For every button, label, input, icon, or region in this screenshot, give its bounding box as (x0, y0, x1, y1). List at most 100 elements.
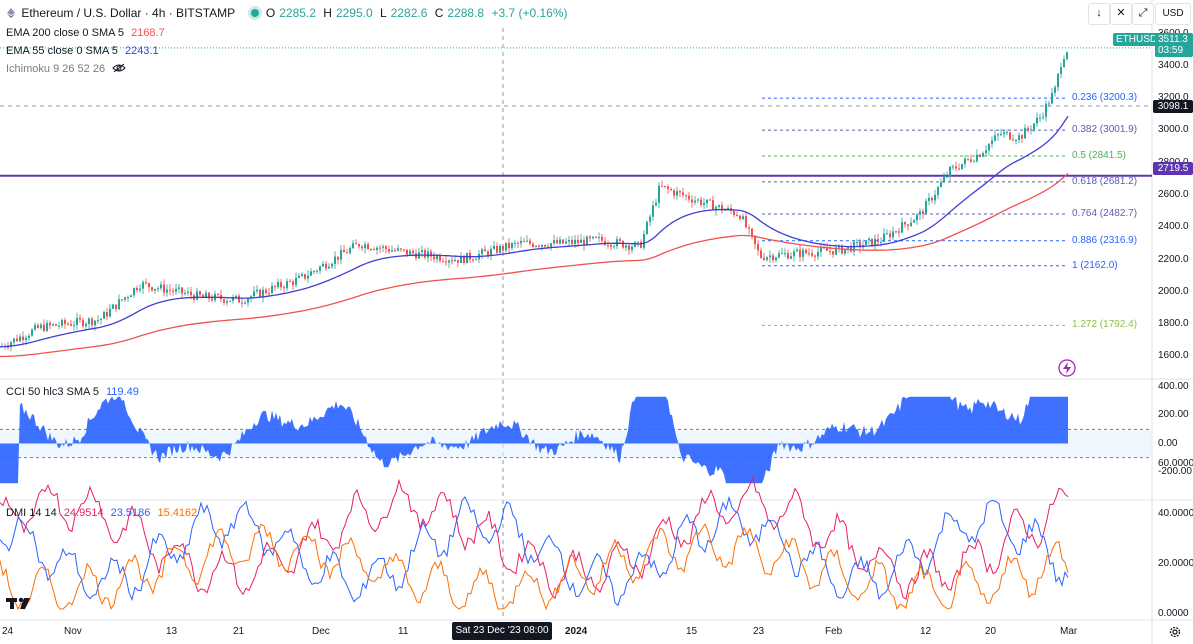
candle (112, 304, 114, 309)
candle (118, 299, 120, 310)
candle (367, 244, 369, 250)
candle (55, 324, 57, 326)
candle (661, 185, 663, 187)
dmi-plus-value: 24.9514 (63, 507, 104, 519)
candle (67, 324, 69, 326)
candle (925, 201, 927, 214)
candle (337, 256, 339, 260)
candle (127, 297, 129, 299)
candle (1015, 140, 1017, 142)
time-axis-label: 11 (398, 626, 409, 637)
candle (928, 197, 930, 202)
candle (109, 308, 111, 317)
dmi-legend[interactable]: DMI 14 14 24.9514 23.5186 15.4162 (6, 506, 201, 520)
candle (997, 134, 999, 136)
candle (577, 239, 579, 244)
ema200-legend[interactable]: EMA 200 close 0 SMA 5 2168.7 (6, 26, 169, 40)
candle (34, 325, 36, 330)
candle (847, 246, 849, 249)
candle (1057, 73, 1059, 88)
candle (970, 159, 972, 162)
candle (1042, 116, 1044, 118)
candle (796, 249, 798, 252)
candle (991, 140, 993, 145)
candle (28, 335, 30, 338)
candle (1030, 129, 1032, 131)
time-axis-label: Dec (312, 626, 330, 637)
candle (886, 233, 888, 235)
candle (763, 257, 765, 260)
time-axis-label: 12 (920, 626, 932, 637)
cci-legend[interactable]: CCI 50 hlc3 SMA 5 119.49 (6, 385, 143, 399)
candle (676, 191, 678, 196)
candle (70, 324, 72, 326)
candle (286, 281, 288, 289)
candle (58, 325, 60, 327)
lightning-icon[interactable] (1058, 359, 1076, 377)
candle (1039, 117, 1041, 119)
candle (508, 242, 510, 249)
candle (817, 251, 819, 257)
time-axis-label: Feb (825, 626, 843, 637)
candle (358, 244, 360, 247)
eye-hidden-icon[interactable] (112, 63, 126, 73)
candle (835, 247, 837, 255)
candle (298, 275, 300, 278)
fib-level-label: 0.5 (2841.5) (1072, 150, 1126, 162)
candle (82, 319, 84, 327)
dmi-axis-label: 60.0000 (1158, 458, 1193, 469)
candle (871, 238, 873, 246)
fib-level-label: 1.272 (1792.4) (1072, 319, 1138, 331)
candle (535, 245, 537, 247)
candle (481, 249, 483, 254)
candle (76, 317, 78, 326)
candle (721, 205, 723, 211)
candle (280, 282, 282, 288)
candle (694, 200, 696, 203)
tradingview-logo[interactable] (6, 596, 36, 610)
last-price-value: 3511.3 (1158, 34, 1188, 45)
candle (592, 236, 594, 239)
currency-button[interactable]: USD (1155, 3, 1191, 25)
candle (589, 236, 591, 239)
candle (1036, 117, 1038, 124)
ema200-value: 2168.7 (131, 27, 165, 39)
close-icon[interactable]: ✕ (1110, 3, 1132, 25)
expand-icon[interactable]: ⤢ (1132, 3, 1154, 25)
candle (913, 220, 915, 223)
ichimoku-legend[interactable]: Ichimoku 9 26 52 26 (6, 62, 126, 76)
candle (274, 285, 276, 287)
change-value: +3.7 (+0.16%) (491, 6, 568, 20)
candle (1060, 67, 1062, 74)
candle (733, 211, 735, 216)
candle (934, 194, 936, 201)
candle (406, 249, 408, 255)
candle (277, 282, 279, 287)
candle (775, 257, 777, 261)
fib-level-label: 0.382 (3001.9) (1072, 124, 1138, 136)
candle (376, 247, 378, 251)
candle (943, 176, 945, 183)
candle (106, 311, 108, 317)
candle (706, 199, 708, 204)
symbol-title[interactable]: Ethereum / U.S. Dollar · 4h · BITSTAMP (21, 6, 236, 20)
candle (373, 249, 375, 251)
open-value: 2285.2 (279, 6, 316, 20)
ema55-legend[interactable]: EMA 55 close 0 SMA 5 2243.1 (6, 44, 163, 58)
gear-icon[interactable] (1168, 625, 1182, 639)
dmi-label: DMI 14 14 (6, 507, 57, 519)
candle (613, 246, 615, 248)
candle (304, 274, 306, 279)
candle (529, 240, 531, 244)
candle (940, 182, 942, 187)
candle (790, 256, 792, 259)
candle (421, 249, 423, 253)
candle (874, 238, 876, 246)
arrow-down-icon[interactable]: ↓ (1088, 3, 1110, 25)
candle (361, 246, 363, 249)
candle (94, 320, 96, 326)
time-axis-label: Mar (1060, 626, 1078, 637)
candle (517, 242, 519, 244)
candle (658, 185, 660, 203)
